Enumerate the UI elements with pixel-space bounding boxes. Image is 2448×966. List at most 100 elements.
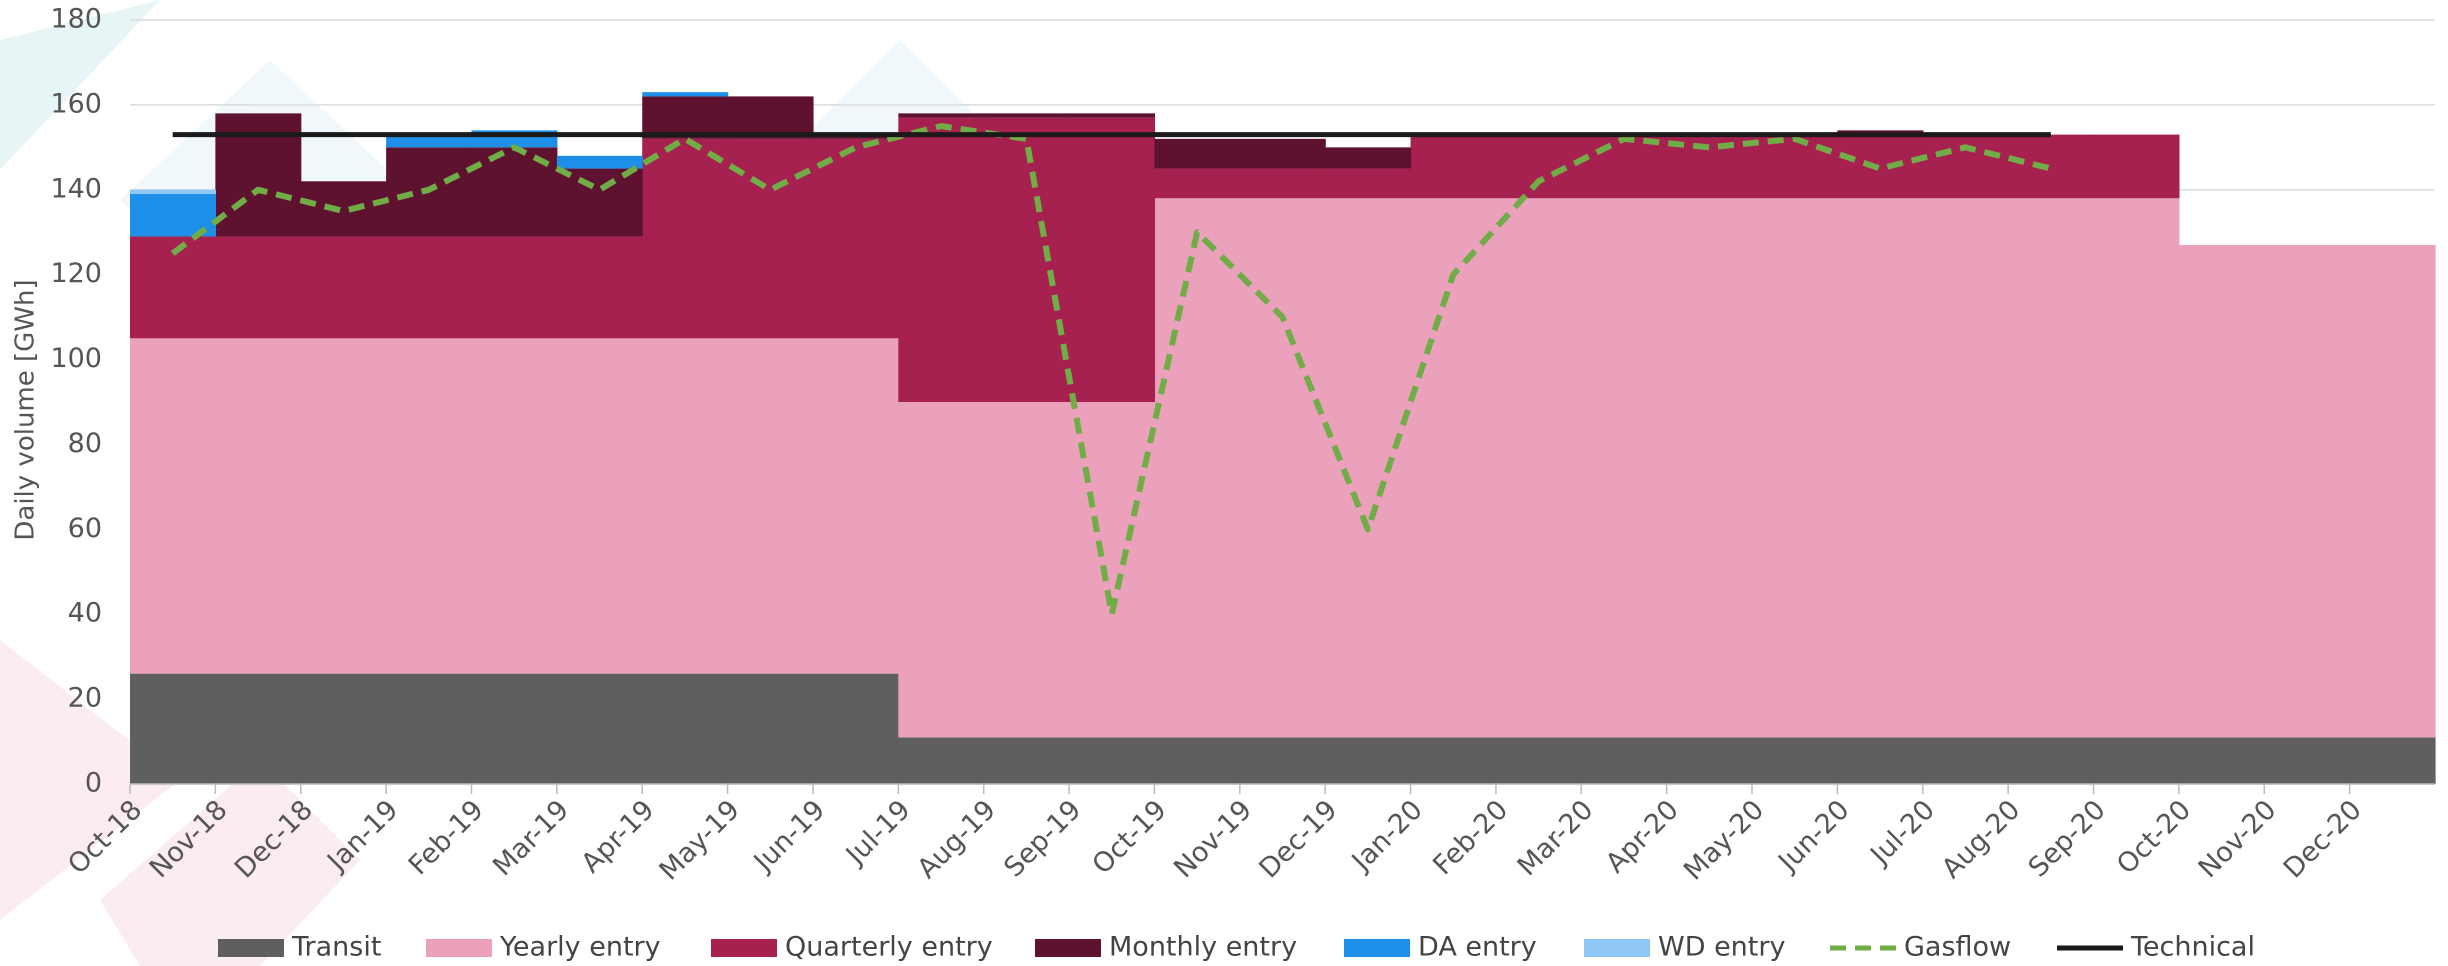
y-axis-label: Daily volume [GWh]: [11, 279, 41, 540]
x-tick-label: Jun-20: [1771, 794, 1855, 878]
area-segment: [386, 673, 473, 784]
area-segment: [898, 113, 985, 118]
area-segment: [2349, 737, 2436, 784]
y-tick-label: 40: [68, 598, 102, 629]
area-segment: [2093, 737, 2180, 784]
area-segment: [1325, 168, 1412, 199]
y-tick-label: 160: [50, 88, 102, 119]
area-segment: [983, 113, 1070, 118]
area-segment: [2093, 198, 2180, 738]
area-segment: [1069, 113, 1156, 118]
area-segment: [2093, 134, 2180, 199]
area-segment: [1410, 198, 1497, 738]
area-segment: [471, 673, 558, 784]
area-segment: [386, 338, 473, 674]
y-tick-label: 0: [85, 768, 102, 799]
x-tick-label: May-19: [654, 794, 746, 886]
area-segment: [556, 155, 643, 169]
area-segment: [1239, 737, 1326, 784]
area-segment: [556, 236, 643, 339]
area-segment: [215, 113, 302, 237]
legend-label: Gasflow: [1904, 932, 2011, 963]
legend-label: Monthly entry: [1109, 932, 1297, 963]
area-segment: [1495, 134, 1582, 199]
area-segment: [215, 338, 302, 674]
area-segment: [727, 673, 814, 784]
y-tick-label: 20: [68, 683, 102, 714]
area-segment: [1239, 198, 1326, 738]
area-segment: [1922, 134, 2009, 199]
area-segment: [2264, 244, 2351, 738]
x-tick-label: Aug-20: [1936, 794, 2026, 884]
legend-swatch: [1584, 939, 1650, 957]
area-segment: [300, 673, 387, 784]
area-segment: [1410, 134, 1497, 199]
area-segment: [642, 338, 729, 674]
area-segment: [1069, 737, 1156, 784]
area-segment: [2008, 198, 2095, 738]
area-segment: [1154, 138, 1241, 169]
x-tick-label: Jul-20: [1863, 794, 1941, 872]
area-segment: [1495, 737, 1582, 784]
x-tick-label: Nov-20: [2193, 794, 2283, 884]
area-segment: [1154, 168, 1241, 199]
area-segment: [1666, 198, 1753, 738]
y-tick-label: 60: [68, 513, 102, 544]
area-segment: [300, 236, 387, 339]
area-segment: [1325, 198, 1412, 738]
x-tick-label: Jul-19: [839, 794, 917, 872]
legend-swatch: [711, 939, 777, 957]
area-segment: [1837, 198, 1924, 738]
area-segment: [1495, 198, 1582, 738]
x-tick-label: Nov-19: [1168, 794, 1258, 884]
legend-label: Transit: [291, 932, 381, 963]
area-segment: [642, 92, 729, 97]
x-tick-label: Jan-20: [1345, 794, 1429, 878]
x-tick-label: May-20: [1678, 794, 1770, 886]
area-segment: [812, 138, 899, 339]
area-segment: [556, 673, 643, 784]
area-segment: [300, 181, 387, 237]
area-segment: [1752, 198, 1839, 738]
area-segment: [471, 236, 558, 339]
y-tick-label: 140: [50, 173, 102, 204]
area-segment: [1922, 737, 2009, 784]
area-segment: [1581, 737, 1668, 784]
x-tick-label: Dec-19: [1253, 794, 1343, 884]
area-segment: [130, 189, 216, 195]
area-segment: [1581, 134, 1668, 199]
area-segment: [1666, 737, 1753, 784]
area-segment: [386, 134, 473, 148]
x-tick-label: Dec-20: [2278, 794, 2368, 884]
area-segment: [1837, 134, 1924, 199]
area-segment: [1325, 737, 1412, 784]
legend-label: Technical: [2130, 932, 2255, 963]
x-tick-label: Mar-19: [487, 794, 575, 882]
y-tick-label: 100: [50, 343, 102, 374]
area-segment: [215, 236, 302, 339]
area-segment: [1239, 138, 1326, 169]
x-tick-label: Aug-19: [912, 794, 1002, 884]
x-tick-label: Apr-19: [576, 794, 661, 879]
area-segment: [2008, 134, 2095, 199]
area-segment: [898, 737, 985, 784]
area-segment: [556, 168, 643, 237]
legend-label: Yearly entry: [499, 932, 661, 963]
x-tick-label: Jun-19: [747, 794, 831, 878]
legend-label: Quarterly entry: [785, 932, 993, 963]
area-segment: [983, 117, 1070, 402]
y-tick-label: 180: [50, 4, 102, 35]
legend-swatch: [218, 939, 284, 957]
area-segment: [130, 338, 216, 674]
legend-label: DA entry: [1418, 932, 1537, 963]
x-tick-label: Sep-20: [2023, 794, 2112, 883]
y-tick-label: 80: [68, 428, 102, 459]
area-segment: [1922, 198, 2009, 738]
x-tick-label: Feb-19: [403, 794, 490, 881]
y-tick-label: 120: [50, 258, 102, 289]
legend-swatch: [1344, 939, 1410, 957]
area-segment: [642, 138, 729, 339]
area-segment: [2178, 737, 2265, 784]
area-segment: [642, 673, 729, 784]
